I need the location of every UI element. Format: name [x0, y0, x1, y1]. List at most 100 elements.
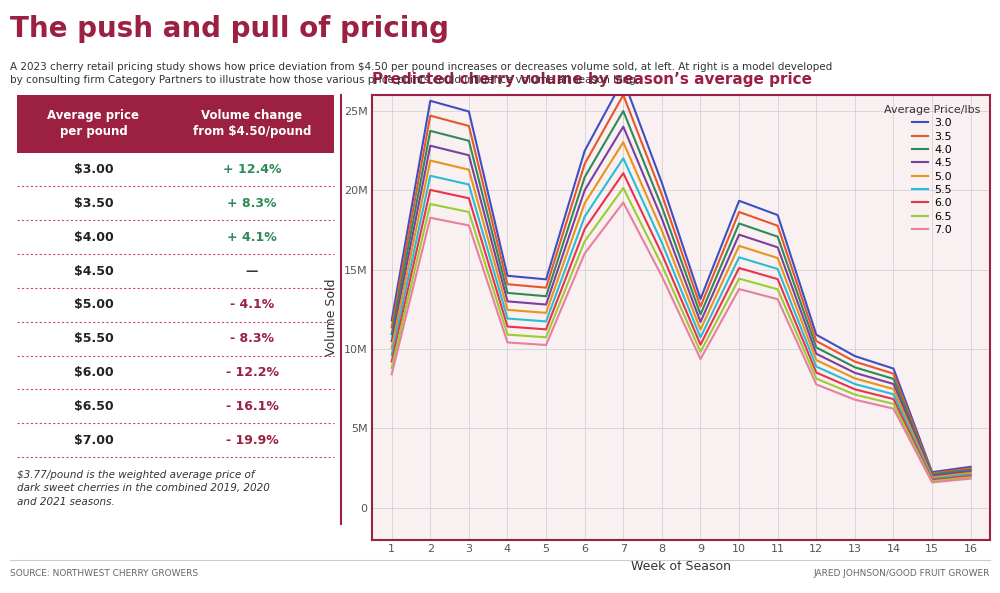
5.5 [463, 181, 475, 188]
3.0 [810, 331, 822, 338]
6.0 [887, 396, 899, 403]
Text: $5.00: $5.00 [74, 298, 113, 311]
4.0 [501, 289, 513, 296]
4.5 [733, 231, 745, 238]
5.5 [772, 266, 784, 273]
5.5 [965, 471, 977, 478]
3.0 [463, 108, 475, 115]
Line: 7.0: 7.0 [392, 203, 971, 483]
5.5 [424, 172, 436, 179]
Text: $5.50: $5.50 [74, 332, 113, 345]
5.5 [887, 391, 899, 398]
Legend: 3.0, 3.5, 4.0, 4.5, 5.0, 5.5, 6.0, 6.5, 7.0: 3.0, 3.5, 4.0, 4.5, 5.0, 5.5, 6.0, 6.5, … [879, 100, 984, 240]
4.0 [887, 375, 899, 382]
5.0 [540, 310, 552, 317]
4.5 [617, 123, 629, 130]
7.0 [463, 222, 475, 229]
Text: $3.50: $3.50 [74, 197, 113, 210]
5.0 [579, 200, 591, 207]
6.5 [617, 184, 629, 192]
6.5 [656, 262, 668, 269]
4.0 [424, 127, 436, 135]
6.0 [656, 250, 668, 257]
Text: A 2023 cherry retail pricing study shows how price deviation from $4.50 per poun: A 2023 cherry retail pricing study shows… [10, 62, 832, 85]
6.5 [926, 477, 938, 484]
Text: $6.00: $6.00 [74, 366, 113, 379]
5.5 [849, 381, 861, 388]
Text: $7.00: $7.00 [74, 433, 113, 447]
Text: - 16.1%: - 16.1% [226, 400, 278, 413]
4.5 [463, 152, 475, 159]
3.5 [617, 91, 629, 98]
7.0 [772, 296, 784, 303]
3.0 [965, 463, 977, 470]
3.0 [386, 317, 398, 324]
5.5 [926, 475, 938, 482]
Line: 3.0: 3.0 [392, 79, 971, 472]
3.5 [849, 358, 861, 365]
5.5 [540, 318, 552, 325]
Text: $6.50: $6.50 [74, 400, 113, 413]
4.5 [849, 369, 861, 377]
4.5 [540, 301, 552, 308]
7.0 [579, 250, 591, 257]
3.0 [772, 212, 784, 219]
Line: 6.0: 6.0 [392, 173, 971, 480]
3.5 [386, 324, 398, 331]
Line: 3.5: 3.5 [392, 95, 971, 473]
5.0 [926, 474, 938, 481]
4.5 [579, 187, 591, 194]
3.5 [540, 284, 552, 291]
Line: 4.5: 4.5 [392, 127, 971, 476]
Line: 4.0: 4.0 [392, 111, 971, 475]
3.0 [540, 276, 552, 283]
X-axis label: Week of Season: Week of Season [631, 560, 731, 573]
Text: + 8.3%: + 8.3% [227, 197, 277, 210]
Text: $3.77/pound is the weighted average price of
dark sweet cherries in the combined: $3.77/pound is the weighted average pric… [17, 470, 270, 506]
Text: - 8.3%: - 8.3% [230, 332, 274, 345]
6.5 [424, 200, 436, 208]
3.5 [424, 112, 436, 119]
3.0 [656, 179, 668, 186]
5.0 [656, 227, 668, 234]
6.0 [733, 264, 745, 272]
4.0 [656, 203, 668, 211]
Y-axis label: Volume Sold: Volume Sold [325, 279, 338, 356]
5.0 [965, 469, 977, 476]
Text: $4.00: $4.00 [74, 231, 113, 244]
3.5 [501, 280, 513, 288]
6.5 [965, 474, 977, 481]
4.0 [810, 344, 822, 351]
Text: - 4.1%: - 4.1% [230, 298, 274, 311]
Text: SOURCE: NORTHWEST CHERRY GROWERS: SOURCE: NORTHWEST CHERRY GROWERS [10, 569, 198, 578]
6.5 [540, 334, 552, 341]
6.0 [772, 276, 784, 283]
5.5 [501, 315, 513, 322]
3.5 [887, 370, 899, 377]
6.5 [386, 364, 398, 371]
6.0 [501, 323, 513, 330]
3.0 [617, 76, 629, 83]
4.5 [887, 381, 899, 388]
Text: Predicted cherry volume by season’s average price: Predicted cherry volume by season’s aver… [372, 72, 812, 87]
6.0 [617, 170, 629, 177]
7.0 [733, 285, 745, 292]
3.5 [965, 465, 977, 472]
3.0 [849, 353, 861, 360]
6.0 [926, 476, 938, 483]
4.5 [656, 215, 668, 222]
5.0 [849, 375, 861, 382]
4.0 [386, 331, 398, 338]
5.0 [501, 306, 513, 313]
6.5 [772, 286, 784, 293]
4.5 [810, 350, 822, 358]
4.0 [617, 107, 629, 114]
Text: + 4.1%: + 4.1% [227, 231, 277, 244]
6.0 [849, 386, 861, 393]
Text: + 12.4%: + 12.4% [223, 163, 281, 176]
5.0 [424, 157, 436, 164]
3.0 [887, 365, 899, 372]
3.0 [579, 147, 591, 154]
7.0 [926, 479, 938, 486]
Bar [17, 95, 334, 153]
